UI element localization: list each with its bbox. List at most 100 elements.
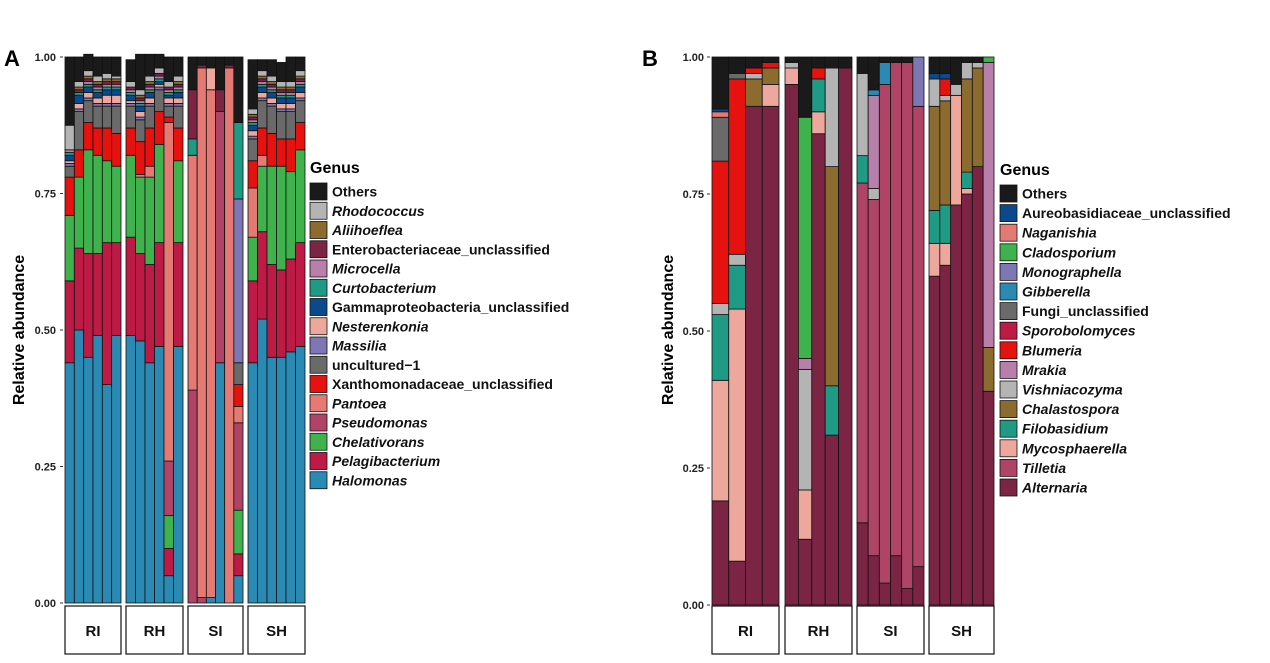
panel-b-legend-title: Genus xyxy=(1000,162,1050,179)
segment-chalastospora xyxy=(824,166,840,387)
segment-rhodococcus xyxy=(125,81,136,88)
segment-tilletia xyxy=(901,62,914,589)
segment-vishniacozyma xyxy=(961,62,973,80)
bar-sh-3 xyxy=(950,56,962,606)
segment-aliihoeflea xyxy=(266,81,277,85)
segment-pantoea xyxy=(144,165,155,178)
segment-uncultured-1 xyxy=(257,100,268,129)
legend-swatch-gibberella xyxy=(999,282,1018,301)
segment-gammaproteobacteria-unclassified xyxy=(83,86,94,93)
segment-pelagibacterium xyxy=(101,242,113,386)
segment-mycosphaerella xyxy=(728,308,746,562)
segment-mycosphaerella xyxy=(761,84,780,107)
segment-pelagibacterium xyxy=(135,253,146,342)
segment-gibberella xyxy=(878,62,891,85)
segment-curtobacterium xyxy=(247,122,258,126)
legend-swatch-curtobacterium xyxy=(309,278,328,297)
segment-alternaria xyxy=(939,264,952,606)
bar-rh-3 xyxy=(811,56,826,606)
segment-enterobacteriaceae-unclassified xyxy=(125,86,136,91)
segment-others xyxy=(285,56,296,82)
segment-rhodococcus xyxy=(83,70,94,77)
segment-vishniacozyma xyxy=(971,62,984,69)
segment-curtobacterium xyxy=(83,83,94,88)
legend-label-blumeria: Blumeria xyxy=(1022,342,1082,358)
legend-label-nesterenkonia: Nesterenkonia xyxy=(332,318,429,334)
segment-microcella xyxy=(125,89,136,93)
segment-aureobasidiaceae-unclassified xyxy=(928,73,941,80)
segment-pelagibacterium xyxy=(83,253,94,358)
legend-swatch-filobasidium xyxy=(999,419,1018,438)
bar-sh-1 xyxy=(928,56,941,606)
facet-label-si: SI xyxy=(883,623,897,640)
y-tick-label-0-50: 0.50 xyxy=(35,325,56,337)
panel-a-y-axis: 0.00 0.25 0.50 0.75 1.00 xyxy=(35,52,63,610)
legend-swatch-sporobolomyces xyxy=(999,321,1018,340)
segment-alternaria xyxy=(784,84,799,606)
segment-pseudomonas xyxy=(187,389,198,604)
segment-pantoea xyxy=(257,154,268,167)
segment-aliihoeflea xyxy=(101,78,113,82)
segment-others xyxy=(247,59,258,110)
bar-rh-4 xyxy=(824,56,840,606)
segment-others xyxy=(939,56,952,74)
segment-fungi-unclassified xyxy=(728,73,746,80)
segment-halomonas xyxy=(154,345,165,604)
segment-halomonas xyxy=(285,351,296,604)
facet-label-rh: RH xyxy=(144,623,166,640)
segment-halomonas xyxy=(64,362,75,604)
segment-nesterenkonia xyxy=(154,83,165,88)
segment-curtobacterium xyxy=(144,89,155,93)
segment-tilletia xyxy=(890,62,903,557)
legend-swatch-xanthomonadaceae-unclassified xyxy=(309,375,328,393)
segment-fungi-unclassified xyxy=(711,116,730,162)
segment-microcella xyxy=(101,83,113,88)
segment-chelativorans xyxy=(247,236,258,282)
segment-enterobacteriaceae-unclassified xyxy=(295,78,306,82)
segment-enterobacteriaceae-unclassified xyxy=(187,89,198,140)
segment-pelagibacterium xyxy=(111,242,122,336)
bar-sh-3 xyxy=(266,59,277,604)
bar-si-5 xyxy=(224,56,235,604)
legend-swatch-halomonas xyxy=(309,471,328,490)
segment-massilia xyxy=(135,116,146,121)
segment-enterobacteriaceae-unclassified xyxy=(173,83,184,88)
panel-b-legend: Others Aureobasidiaceae_unclassified Nagan… xyxy=(999,184,1231,497)
segment-alternaria xyxy=(867,555,880,606)
segment-rhodococcus xyxy=(111,75,122,80)
segment-mycosphaerella xyxy=(939,242,952,266)
segment-vishniacozyma xyxy=(856,73,869,157)
segment-gammaproteobacteria-unclassified xyxy=(144,92,155,99)
legend-swatch-monographella xyxy=(999,262,1018,281)
segment-chelativorans xyxy=(173,160,184,244)
segment-nesterenkonia xyxy=(247,130,258,137)
legend-swatch-chelativorans xyxy=(309,432,328,451)
segment-halomonas xyxy=(111,335,122,604)
segment-pantoea xyxy=(233,406,244,424)
segment-mycosphaerella xyxy=(950,94,962,206)
segment-pelagibacterium xyxy=(144,264,155,364)
bar-si-2 xyxy=(867,56,880,606)
segment-others xyxy=(784,56,799,63)
bar-ri-4 xyxy=(761,56,780,606)
bar-sh-2 xyxy=(257,59,268,604)
segment-blumeria xyxy=(711,160,730,304)
segment-massilia xyxy=(247,135,258,140)
bar-ri-2 xyxy=(728,56,746,606)
facet-label-si: SI xyxy=(208,623,222,640)
segment-tilletia xyxy=(912,105,925,568)
facet-strip-sh xyxy=(928,605,995,655)
legend-swatch-rhodococcus xyxy=(309,201,328,220)
segment-microcella xyxy=(154,75,165,80)
legend-label-pantoea: Pantoea xyxy=(332,395,387,411)
y-tick-label-0-00: 0.00 xyxy=(35,598,56,610)
segment-aliihoeflea xyxy=(92,81,103,85)
segment-nesterenkonia xyxy=(144,97,155,104)
segment-xanthomonadaceae-unclassified xyxy=(83,122,94,151)
segment-tilletia xyxy=(867,199,880,557)
segment-gammaproteobacteria-unclassified xyxy=(276,97,287,104)
segment-others xyxy=(215,56,226,91)
segment-gammaproteobacteria-unclassified xyxy=(285,97,296,104)
segment-others xyxy=(901,56,914,63)
segment-monographella xyxy=(912,56,925,107)
